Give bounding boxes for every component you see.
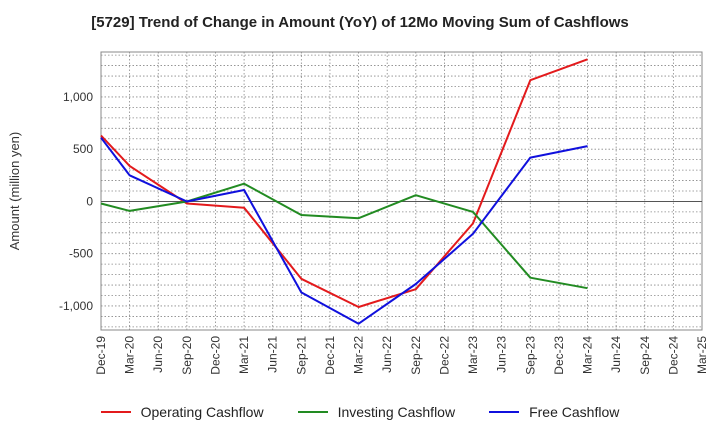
x-tick-label: Mar-20 — [123, 336, 137, 374]
legend-swatch — [297, 411, 328, 413]
x-tick-label: Dec-19 — [94, 336, 108, 375]
series-line-investing-cashflow — [100, 182, 588, 290]
x-tick-label: Sep-20 — [180, 336, 194, 375]
x-tick-label: Jun-21 — [266, 336, 280, 373]
y-tick-label: -1,000 — [59, 299, 93, 313]
x-tick-label: Dec-20 — [208, 336, 222, 375]
x-tick-label: Dec-24 — [666, 336, 680, 375]
y-axis-label: Amount (million yen) — [7, 132, 22, 251]
legend-item: Free Cashflow — [489, 404, 619, 420]
x-tick-label: Mar-21 — [237, 336, 251, 374]
x-tick-label: Mar-23 — [466, 336, 480, 374]
plot-frame — [100, 51, 703, 331]
legend-label: Operating Cashflow — [140, 404, 264, 420]
y-tick-label: 1,000 — [63, 90, 93, 104]
y-tick-label: 0 — [86, 194, 93, 208]
grid-layer — [100, 51, 703, 331]
legend-item: Operating Cashflow — [100, 404, 264, 420]
x-tick-label: Sep-22 — [409, 336, 423, 375]
legend-item: Investing Cashflow — [297, 404, 456, 420]
x-tick-label: Jun-24 — [609, 336, 623, 373]
x-tick-label: Jun-22 — [380, 336, 394, 373]
axis-layer: Dec-19 Mar-20 Jun-20 Sep-20 Dec-20 Mar-21 Jun-… — [59, 90, 709, 375]
series-layer — [100, 58, 588, 325]
legend-label: Free Cashflow — [529, 404, 620, 420]
x-tick-label: Mar-24 — [581, 336, 595, 374]
legend-swatch — [489, 411, 520, 413]
legend-label: Investing Cashflow — [337, 404, 456, 420]
x-tick-label: Mar-25 — [695, 336, 709, 374]
x-tick-label: Sep-21 — [294, 336, 308, 375]
y-tick-label: 500 — [73, 142, 93, 156]
x-tick-label: Jun-23 — [495, 336, 509, 373]
series-line-operating-cashflow — [100, 58, 588, 308]
x-tick-label: Dec-22 — [437, 336, 451, 375]
series-line-free-cashflow — [100, 137, 588, 325]
x-tick-label: Sep-24 — [638, 336, 652, 375]
x-tick-label: Jun-20 — [151, 336, 165, 373]
x-tick-label: Mar-22 — [352, 336, 366, 374]
y-tick-label: -500 — [69, 247, 93, 261]
legend: Operating Cashflow Investing Cashflow Free… — [0, 404, 720, 420]
x-tick-label: Dec-21 — [323, 336, 337, 375]
x-tick-label: Dec-23 — [552, 336, 566, 375]
x-tick-label: Sep-23 — [523, 336, 537, 375]
chart-title: [5729] Trend of Change in Amount (YoY) o… — [91, 14, 629, 31]
legend-swatch — [100, 411, 131, 413]
